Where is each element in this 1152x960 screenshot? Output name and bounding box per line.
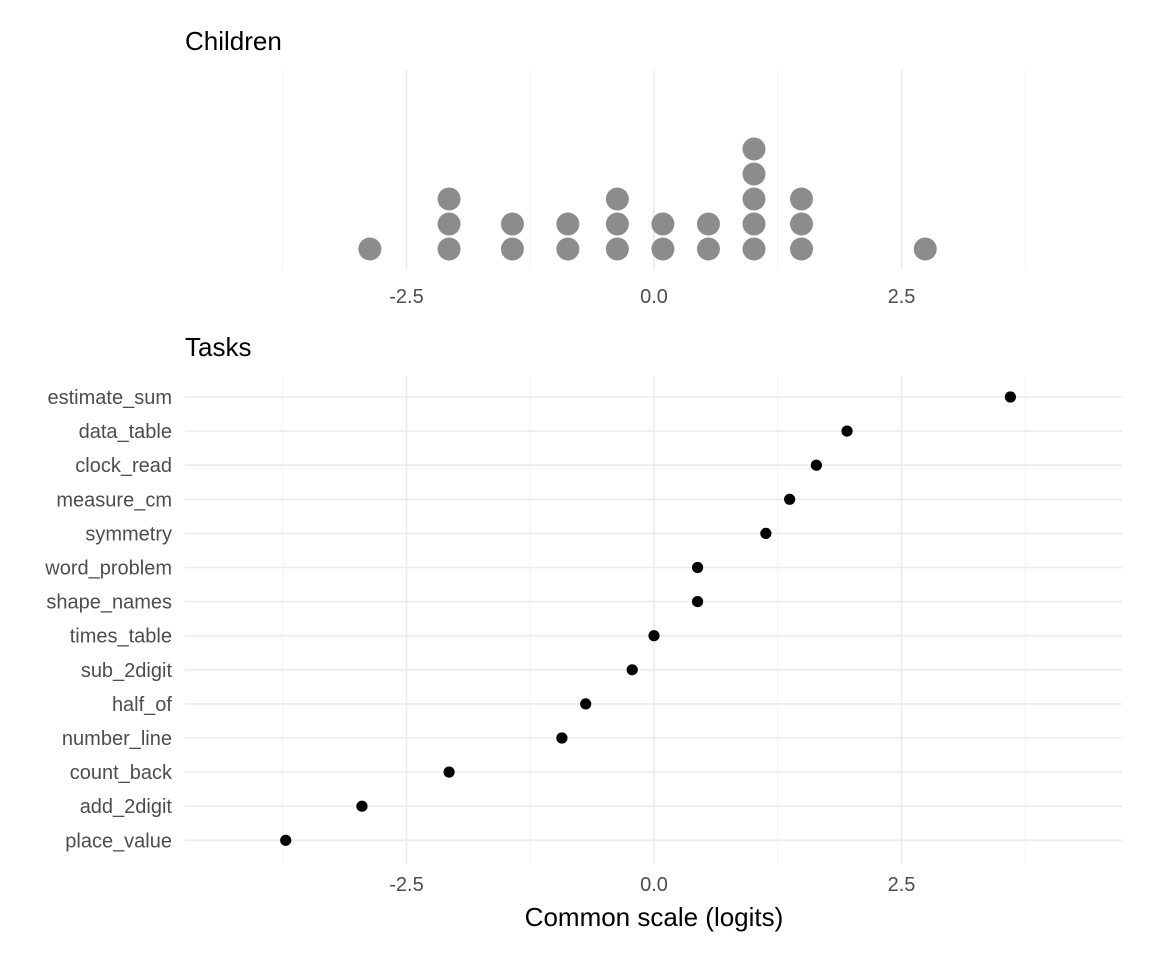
children-x-tick-labels: -2.5 0.0 2.5 [389,286,915,308]
tasks-category-labels: estimate_sum data_table clock_read measure_… [44,387,173,852]
children-points [358,137,937,261]
task-difficulty-dot [356,800,368,812]
task-difficulty-dot [841,425,853,437]
task-difficulty-dot [556,732,568,744]
x-axis-title: Common scale (logits) [525,902,784,932]
task-difficulty-dot [580,698,592,710]
task-difficulty-dot [784,493,796,505]
children-x-tick-label: 2.5 [888,286,916,308]
task-difficulty-dot [1004,391,1017,403]
child-dot [651,237,675,261]
tasks-x-tick-label: 0.0 [640,874,668,896]
child-dot [358,237,382,261]
child-dot [913,237,937,261]
child-dot [742,162,766,186]
task-difficulty-dot [280,834,292,846]
child-dot [790,237,814,261]
task-label: times_table [70,626,172,648]
tasks-panel-title: Tasks [185,332,251,362]
children-x-tick-label: -2.5 [389,286,423,308]
tasks-x-tick-label: 2.5 [888,874,916,896]
child-dot [696,212,720,236]
child-dot [500,212,524,236]
child-dot [742,237,766,261]
task-label: add_2digit [80,796,173,818]
child-dot [742,212,766,236]
children-grid [282,70,1026,270]
child-dot [605,237,629,261]
child-dot [790,212,814,236]
child-dot [742,187,766,211]
child-dot [500,237,524,261]
task-difficulty-dot [626,664,638,676]
task-label: number_line [62,728,172,750]
child-dot [790,187,814,211]
tasks-grid [185,376,1122,864]
task-difficulty-dot [443,766,455,778]
tasks-x-tick-label: -2.5 [389,874,423,896]
child-dot [605,187,629,211]
child-dot [437,187,461,211]
task-label: estimate_sum [48,387,173,409]
task-label: measure_cm [56,489,172,511]
children-panel-title: Children [185,26,282,56]
task-difficulty-dot [648,630,660,642]
child-dot [696,237,720,261]
child-dot [605,212,629,236]
task-difficulty-dot [691,596,704,608]
task-label: symmetry [85,523,172,545]
child-dot [556,212,580,236]
task-label: clock_read [75,455,172,477]
child-dot [437,212,461,236]
task-difficulty-dot [691,561,704,574]
task-label: count_back [70,762,173,784]
task-difficulty-dot [760,527,772,540]
task-label: place_value [65,830,172,852]
tasks-points [280,391,1017,846]
child-dot [742,137,766,161]
task-difficulty-dot [810,459,822,471]
child-dot [556,237,580,261]
task-label: sub_2digit [81,660,173,682]
children-panel: Children -2.5 0.0 2.5 [185,26,1026,308]
tasks-panel: Tasks estimate_sum data_table clock_readme… [44,332,1122,932]
children-x-tick-label: 0.0 [640,286,668,308]
task-label: word_problem [44,558,172,580]
child-dot [437,237,461,261]
task-label: shape_names [46,592,172,614]
tasks-x-tick-labels: -2.5 0.0 2.5 [389,874,915,896]
child-dot [651,212,675,236]
task-label: half_of [112,694,172,716]
task-label: data_table [79,421,172,443]
